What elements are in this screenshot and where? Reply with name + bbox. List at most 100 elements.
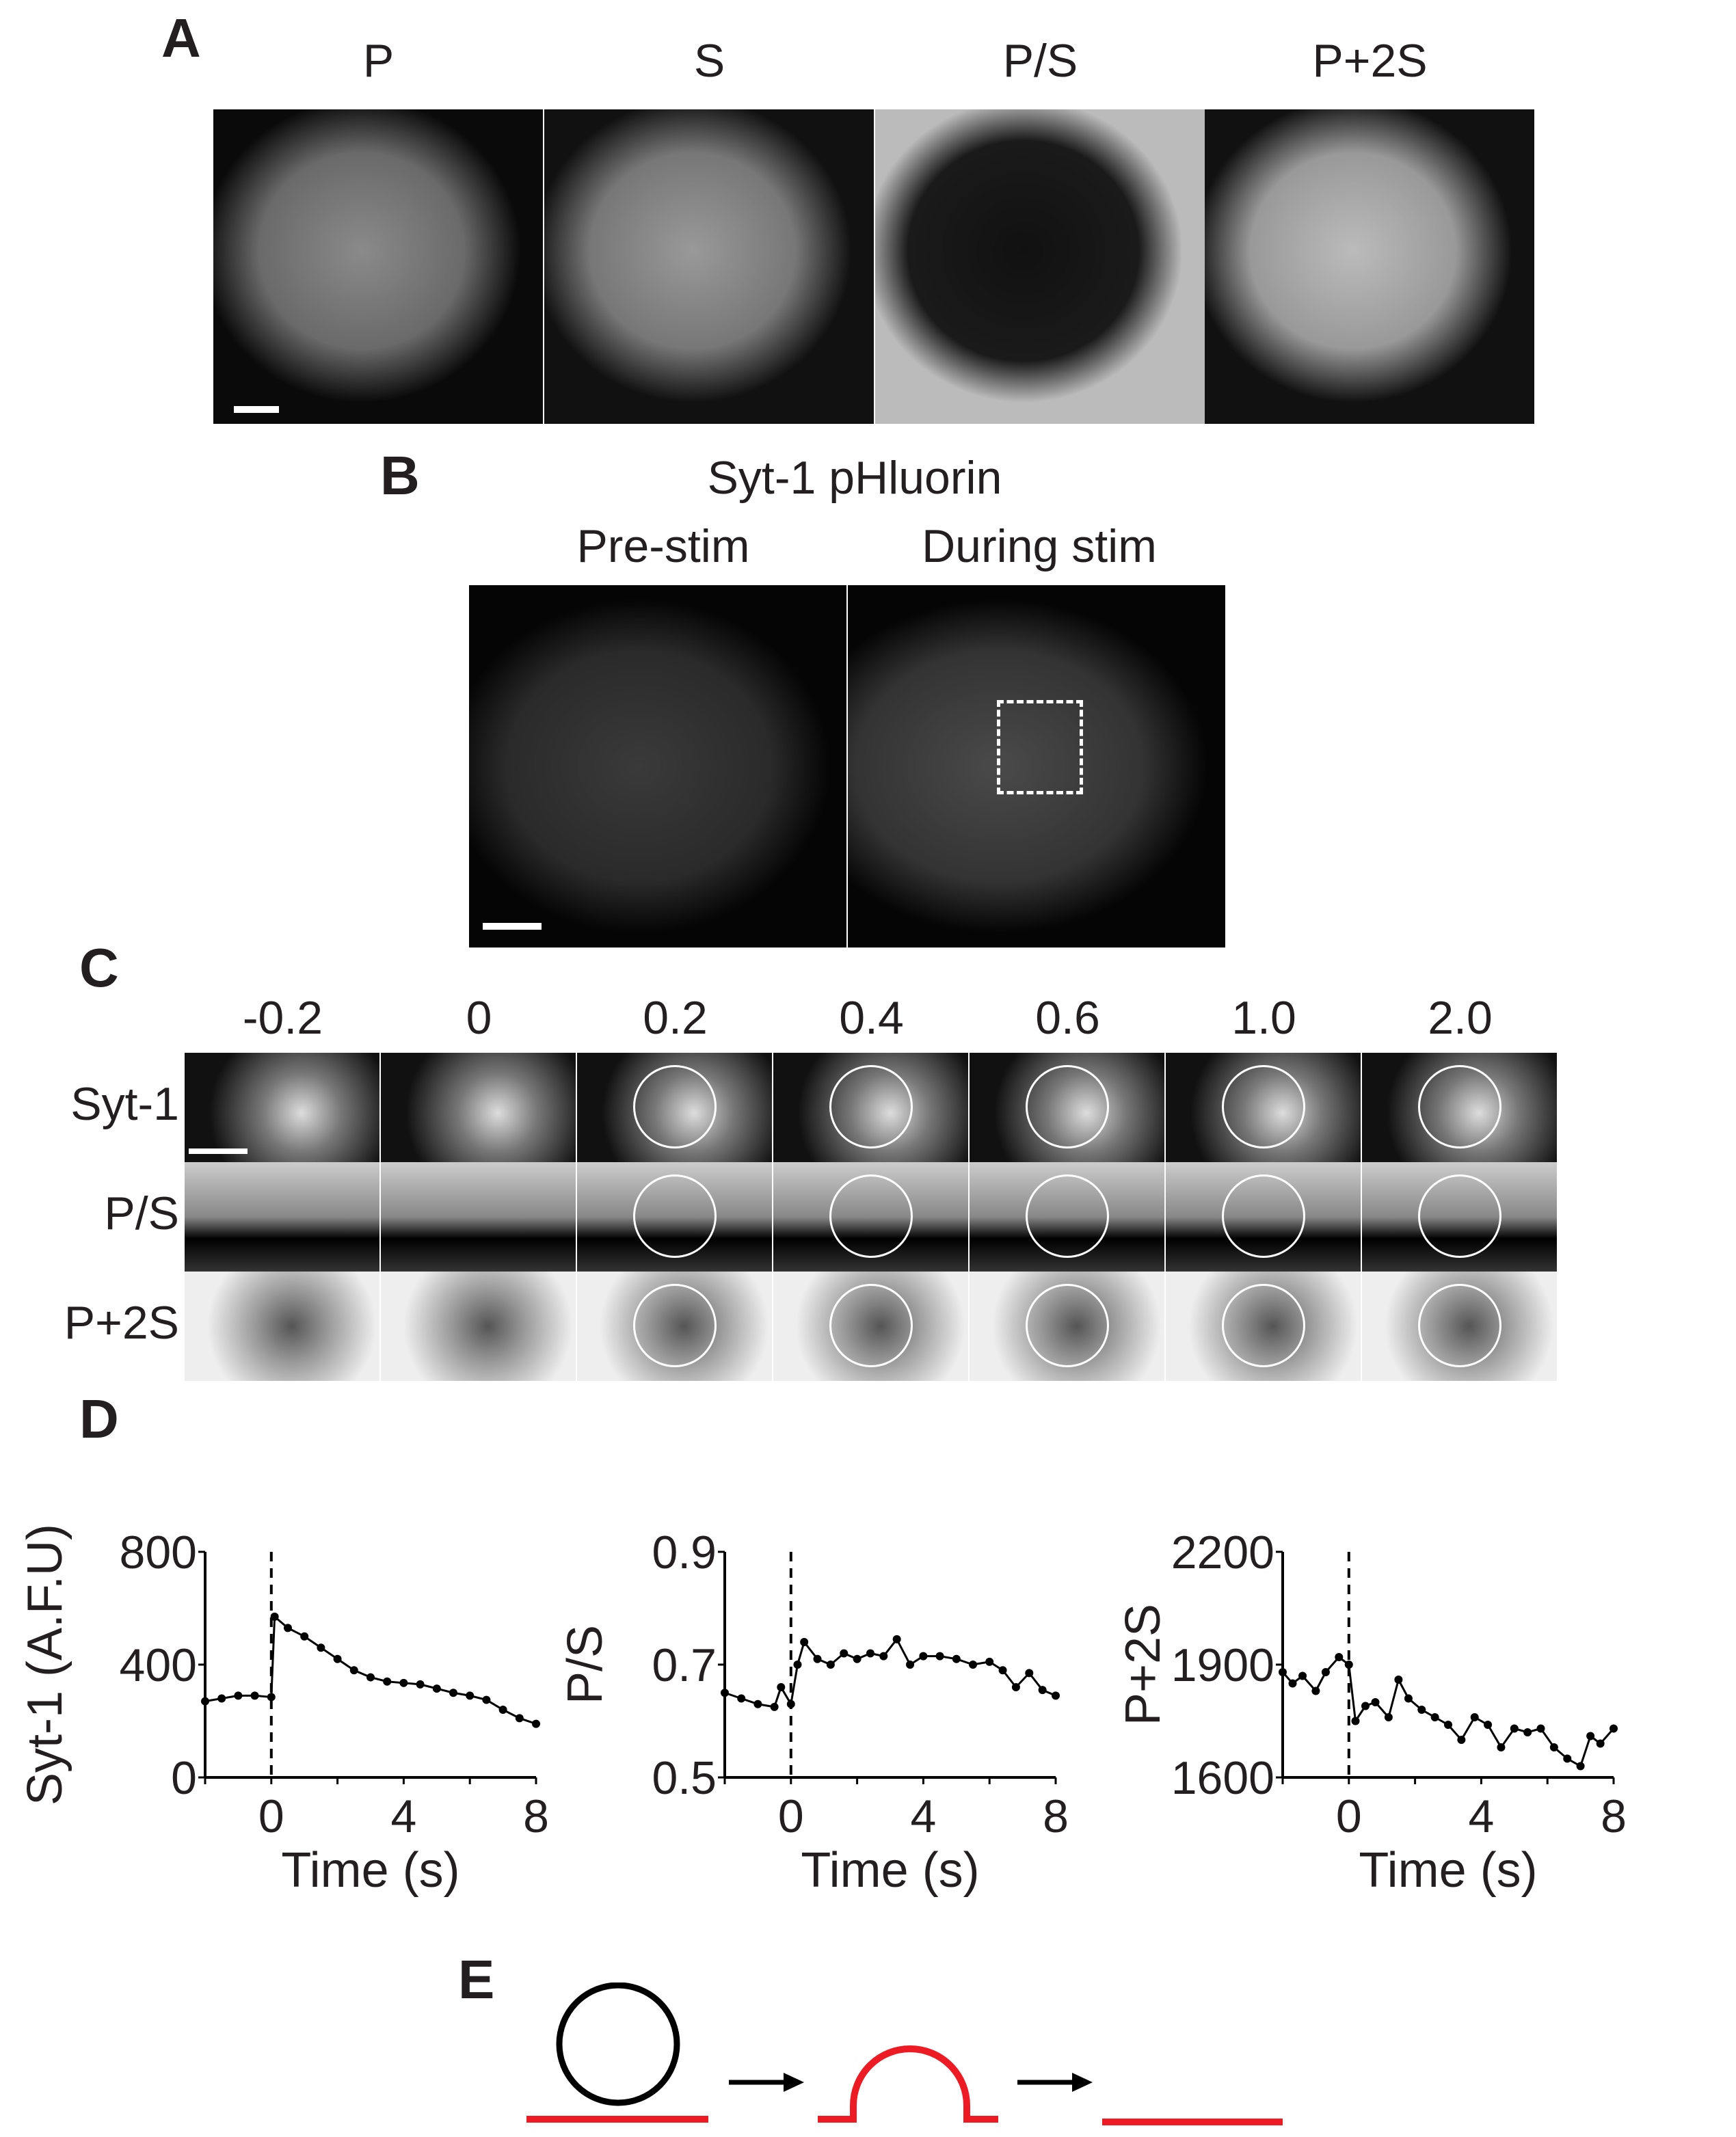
data-point: [753, 1699, 762, 1708]
panel-a-image: [544, 109, 874, 424]
roi-circle: [633, 1174, 717, 1258]
time-label: 0.4: [839, 992, 904, 1044]
data-point: [383, 1677, 392, 1686]
x-tick-label: 8: [1043, 1790, 1069, 1842]
scale-bar: [483, 923, 542, 930]
panel-c-tile: [1166, 1162, 1361, 1272]
time-label: 0.6: [1035, 992, 1100, 1044]
panel-c-tile: [970, 1162, 1164, 1272]
panel-a-image: [1205, 109, 1534, 424]
data-point: [1430, 1713, 1439, 1721]
data-point: [1052, 1691, 1060, 1700]
panel-c-tile: [185, 1162, 379, 1272]
panel-e-diagram: [526, 1983, 1283, 2125]
row-label: P+2S: [64, 1297, 179, 1349]
panel-label-d: D: [79, 1388, 119, 1449]
data-point: [892, 1635, 901, 1643]
data-point: [515, 1714, 524, 1723]
roi-circle: [633, 1284, 717, 1367]
row-label: P/S: [104, 1187, 179, 1239]
panel-label-a: A: [161, 8, 201, 68]
data-point: [317, 1643, 325, 1652]
panel-c-tile: [1362, 1272, 1557, 1381]
panel-b-title: Syt-1 pHluorin: [707, 452, 1002, 504]
roi-circle: [829, 1065, 913, 1148]
y-axis-label: Syt-1 (A.F.U): [18, 1524, 72, 1805]
data-point: [969, 1661, 977, 1669]
panel-c-tile: [1362, 1162, 1557, 1272]
data-point: [284, 1624, 292, 1632]
panel-b-label-during: During stim: [922, 520, 1157, 572]
panel-a-label: P/S: [1002, 35, 1078, 87]
panel-a-label: P+2S: [1312, 35, 1428, 87]
panel-a-label: P: [362, 35, 395, 87]
x-tick-label: 4: [1468, 1790, 1494, 1842]
panel-label-b: B: [380, 445, 420, 506]
fusing-membrane: [818, 2045, 998, 2123]
y-tick-label: 0.5: [652, 1752, 717, 1804]
data-point: [1298, 1671, 1307, 1680]
data-point: [919, 1652, 928, 1661]
data-point: [1311, 1686, 1320, 1695]
data-point: [1417, 1706, 1426, 1714]
data-point: [840, 1649, 849, 1658]
data-point: [1394, 1676, 1403, 1684]
panel-label-e: E: [458, 1949, 495, 2010]
data-point: [399, 1678, 408, 1687]
data-point: [985, 1657, 994, 1666]
time-label: -0.2: [242, 992, 323, 1044]
time-label: 0.2: [643, 992, 708, 1044]
y-axis-label: P/S: [558, 1625, 613, 1704]
data-point: [800, 1638, 809, 1646]
data-line: [1281, 1655, 1615, 1768]
data-point: [879, 1652, 888, 1661]
data-point: [482, 1695, 491, 1704]
roi-circle: [829, 1284, 913, 1367]
row-label: Syt-1: [70, 1078, 179, 1130]
data-point: [1444, 1721, 1452, 1729]
data-point: [721, 1689, 729, 1697]
scale-bar: [234, 406, 279, 413]
panel-a-image: [875, 109, 1205, 424]
data-point: [466, 1691, 475, 1700]
data-point: [234, 1691, 243, 1700]
data-point: [1586, 1732, 1595, 1740]
panel-c-tile: [185, 1053, 379, 1162]
data-point: [1470, 1713, 1479, 1721]
image-prestim: [469, 585, 846, 947]
data-point: [1351, 1717, 1360, 1725]
data-point: [1610, 1724, 1618, 1733]
data-point: [952, 1654, 961, 1663]
data-point: [737, 1694, 746, 1703]
y-tick-label: 0: [171, 1752, 197, 1804]
x-axis-label: Time (s): [1359, 1843, 1537, 1898]
time-label: 2.0: [1428, 992, 1493, 1044]
panel-c-tile: [1362, 1053, 1557, 1162]
data-point: [1025, 1669, 1034, 1678]
arrow-icon: [1017, 2073, 1093, 2092]
panel-c-tile: [381, 1272, 576, 1381]
panel-c-tile: [381, 1162, 576, 1272]
panel-a-image: [213, 109, 543, 424]
x-tick-label: 8: [523, 1790, 549, 1842]
y-tick-label: 1600: [1171, 1752, 1274, 1804]
data-point: [333, 1654, 342, 1663]
data-point: [1536, 1724, 1545, 1733]
data-point: [270, 1612, 279, 1621]
data-point: [826, 1661, 835, 1669]
panel-c-tile: [970, 1272, 1164, 1381]
x-tick-label: 4: [390, 1790, 416, 1842]
time-label: 0: [466, 992, 492, 1044]
panel-b-label-prestim: Pre-stim: [576, 520, 750, 572]
data-point: [1497, 1743, 1506, 1751]
data-point: [532, 1719, 540, 1728]
y-axis-label: P+2S: [1116, 1604, 1171, 1725]
x-tick-label: 4: [910, 1790, 936, 1842]
data-point: [1484, 1721, 1493, 1729]
panel-c-tile: [185, 1272, 379, 1381]
data-point: [1549, 1743, 1558, 1751]
roi-circle: [1418, 1174, 1501, 1258]
roi-circle: [1026, 1174, 1109, 1258]
data-point: [366, 1673, 375, 1682]
y-tick-label: 1900: [1171, 1639, 1274, 1691]
